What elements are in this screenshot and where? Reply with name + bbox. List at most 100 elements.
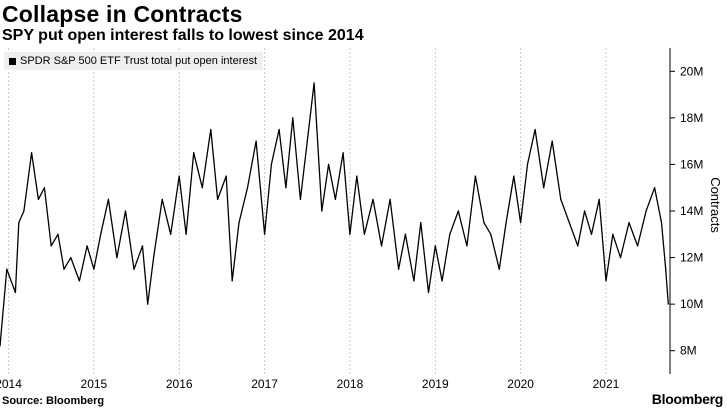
data-point <box>23 210 25 212</box>
data-point <box>660 222 663 224</box>
data-point <box>483 222 485 224</box>
data-point <box>654 187 656 189</box>
data-point <box>313 82 315 84</box>
x-tick-label: 2018 <box>337 377 364 391</box>
data-point <box>299 198 302 200</box>
data-point <box>584 210 586 212</box>
data-point <box>526 163 529 166</box>
data-point <box>457 210 459 212</box>
data-point <box>124 210 127 212</box>
y-tick-label: 18M <box>680 111 703 125</box>
data-point <box>356 175 358 177</box>
data-point <box>520 222 522 224</box>
data-point <box>612 233 614 235</box>
data-point <box>263 233 266 235</box>
data-point <box>57 233 59 235</box>
data-point <box>427 291 430 294</box>
data-point <box>327 163 330 166</box>
data-point <box>116 256 118 259</box>
data-point <box>63 268 65 270</box>
data-point <box>86 245 88 247</box>
data-point <box>306 140 308 142</box>
x-axis-ticks: 2014 2015 2016 2017 2018 2019 2020 2021 <box>0 377 620 391</box>
data-point <box>255 140 257 142</box>
x-tick-label: 2015 <box>81 377 108 391</box>
y-tick-label: 16M <box>680 157 703 171</box>
data-point <box>372 198 374 200</box>
data-point <box>513 175 515 177</box>
data-point <box>628 222 630 224</box>
data-point <box>0 345 1 347</box>
data-point <box>178 175 180 177</box>
data-point <box>665 268 667 270</box>
series-line-put-open-interest <box>0 82 669 347</box>
y-tick-label: 12M <box>680 251 703 265</box>
data-point <box>270 163 273 166</box>
data-point <box>292 117 294 119</box>
grid-lines <box>8 48 607 374</box>
chart-title: Collapse in Contracts <box>2 1 243 27</box>
data-point <box>619 256 622 259</box>
x-tick-label: 2016 <box>166 377 193 391</box>
legend: SPDR S&P 500 ETF Trust total put open in… <box>4 52 264 70</box>
y-tick-label: 8M <box>680 344 697 358</box>
data-point <box>43 187 45 189</box>
data-point <box>490 233 492 235</box>
data-point <box>551 140 553 142</box>
data-point <box>590 233 593 235</box>
y-axis-label: Contracts <box>708 177 723 233</box>
data-point <box>18 222 20 224</box>
data-point <box>141 245 144 247</box>
data-point <box>605 280 607 282</box>
data-point <box>577 245 579 247</box>
source-note: Source: Bloomberg <box>2 395 105 407</box>
data-point <box>667 303 669 305</box>
data-point <box>78 280 80 282</box>
chart-subtitle: SPY put open interest falls to lowest si… <box>2 27 364 44</box>
data-point <box>420 222 422 224</box>
x-tick-label: 2017 <box>251 377 278 391</box>
data-point <box>498 268 500 270</box>
data-point <box>225 175 227 177</box>
data-point <box>70 256 72 259</box>
y-tick-label: 10M <box>680 297 703 311</box>
data-point <box>598 198 600 200</box>
data-point <box>170 233 172 235</box>
data-point <box>413 280 415 282</box>
data-point <box>6 268 8 270</box>
data-point <box>278 128 280 131</box>
y-tick-label: 20M <box>680 64 703 78</box>
data-point <box>210 128 212 131</box>
data-point <box>389 198 391 200</box>
data-point <box>568 222 570 224</box>
data-point <box>363 233 366 235</box>
data-point <box>334 198 337 200</box>
data-point <box>505 222 507 224</box>
data-point <box>153 256 155 259</box>
data-point <box>50 245 52 247</box>
data-point <box>107 198 109 200</box>
data-point <box>193 152 195 154</box>
x-tick-label: 2021 <box>593 377 620 391</box>
data-point <box>161 198 163 200</box>
data-point <box>133 268 135 270</box>
series-points <box>0 82 669 347</box>
data-point <box>434 245 436 247</box>
data-point <box>349 233 351 235</box>
data-point <box>201 187 203 189</box>
data-point <box>238 222 240 224</box>
data-point <box>404 233 407 235</box>
data-point <box>534 128 536 131</box>
data-point <box>37 198 40 200</box>
x-tick-label: 2020 <box>507 377 534 391</box>
x-tick-label: 2014 <box>0 377 22 391</box>
data-point <box>14 291 16 294</box>
bloomberg-logo: Bloomberg <box>651 391 724 407</box>
data-point <box>246 187 249 189</box>
data-point <box>466 245 468 247</box>
data-point <box>185 233 187 235</box>
data-point <box>147 303 149 305</box>
data-point <box>321 210 323 212</box>
legend-label: SPDR S&P 500 ETF Trust total put open in… <box>20 55 258 67</box>
